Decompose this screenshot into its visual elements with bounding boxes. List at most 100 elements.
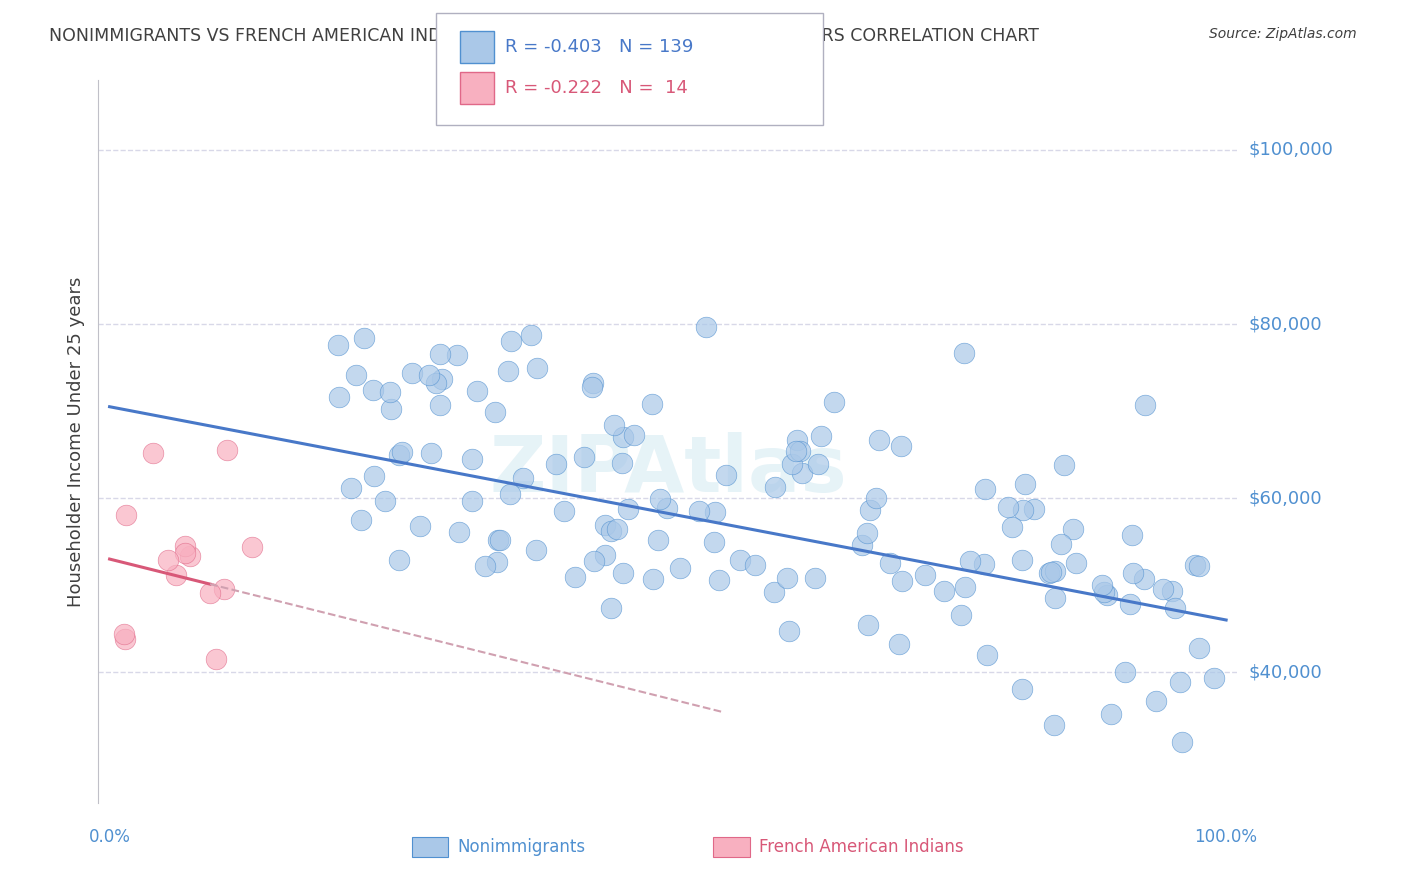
Point xyxy=(865,491,887,505)
Point xyxy=(1170,675,1192,690)
Point xyxy=(599,524,621,538)
Point xyxy=(581,380,603,394)
Point xyxy=(499,486,522,500)
Text: French American Indians: French American Indians xyxy=(759,838,963,855)
Point xyxy=(114,508,136,523)
Text: 100.0%: 100.0% xyxy=(1195,828,1257,846)
Point xyxy=(1132,573,1154,587)
Point xyxy=(388,448,411,462)
Point xyxy=(973,482,995,496)
Point xyxy=(612,430,634,444)
Point xyxy=(606,522,628,536)
Point xyxy=(851,539,873,553)
Text: ZIPAtlas: ZIPAtlas xyxy=(489,433,846,508)
Point xyxy=(1095,589,1118,603)
Point xyxy=(1161,584,1184,599)
Point xyxy=(512,471,534,485)
Point xyxy=(891,574,914,589)
Point xyxy=(353,331,375,345)
Point xyxy=(823,395,845,409)
Point xyxy=(350,513,373,527)
Point xyxy=(430,372,453,386)
Point xyxy=(1014,477,1036,491)
Point xyxy=(707,573,730,587)
Point xyxy=(1043,565,1066,579)
Point xyxy=(647,533,669,547)
Point xyxy=(890,439,912,453)
Point xyxy=(600,601,623,615)
Text: $60,000: $60,000 xyxy=(1249,489,1322,508)
Point xyxy=(1184,558,1206,573)
Point xyxy=(217,443,239,458)
Point xyxy=(380,401,402,416)
Point xyxy=(856,526,879,541)
Point xyxy=(887,637,910,651)
Point xyxy=(786,433,808,447)
Point xyxy=(340,481,363,495)
Point xyxy=(976,648,998,663)
Point xyxy=(1066,556,1088,570)
Point xyxy=(401,366,423,380)
Point xyxy=(1024,501,1046,516)
Text: $40,000: $40,000 xyxy=(1249,664,1322,681)
Point xyxy=(593,548,616,562)
Point xyxy=(602,417,624,432)
Point xyxy=(174,546,197,560)
Point xyxy=(789,443,811,458)
Point xyxy=(1091,577,1114,591)
Point xyxy=(501,334,523,349)
Point xyxy=(1204,671,1226,685)
Point xyxy=(142,446,165,460)
Point xyxy=(526,360,548,375)
Point xyxy=(1188,559,1211,574)
Point xyxy=(326,338,349,352)
Point xyxy=(496,363,519,377)
Point xyxy=(429,398,451,412)
Point xyxy=(932,583,955,598)
Point xyxy=(593,517,616,532)
Text: NONIMMIGRANTS VS FRENCH AMERICAN INDIAN HOUSEHOLDER INCOME UNDER 25 YEARS CORREL: NONIMMIGRANTS VS FRENCH AMERICAN INDIAN … xyxy=(49,27,1039,45)
Point xyxy=(780,457,803,471)
Text: 0.0%: 0.0% xyxy=(89,828,131,846)
Point xyxy=(1011,503,1033,517)
Text: $80,000: $80,000 xyxy=(1249,315,1322,333)
Point xyxy=(1121,527,1143,541)
Point xyxy=(762,584,785,599)
Point xyxy=(730,553,752,567)
Point xyxy=(582,554,605,568)
Point xyxy=(378,385,401,400)
Point xyxy=(1119,597,1142,611)
Point xyxy=(488,533,510,547)
Text: R = -0.403   N = 139: R = -0.403 N = 139 xyxy=(505,38,693,56)
Point xyxy=(1171,735,1194,749)
Point xyxy=(112,627,135,641)
Point xyxy=(714,468,737,483)
Point xyxy=(807,457,830,471)
Point xyxy=(572,450,595,464)
Point xyxy=(610,456,633,470)
Point xyxy=(617,501,640,516)
Point xyxy=(1050,537,1073,551)
Point xyxy=(114,632,136,646)
Text: R = -0.222   N =  14: R = -0.222 N = 14 xyxy=(505,79,688,97)
Point xyxy=(198,585,221,599)
Point xyxy=(1011,553,1033,567)
Point xyxy=(363,469,385,483)
Point xyxy=(388,553,411,567)
Point xyxy=(785,443,807,458)
Point xyxy=(361,383,384,397)
Point xyxy=(465,384,488,398)
Point xyxy=(1038,566,1060,580)
Text: Source: ZipAtlas.com: Source: ZipAtlas.com xyxy=(1209,27,1357,41)
Point xyxy=(641,572,664,586)
Point xyxy=(1144,694,1167,708)
Point xyxy=(1043,718,1066,732)
Point xyxy=(240,540,263,554)
Point xyxy=(526,543,548,558)
Point xyxy=(1133,398,1156,412)
Y-axis label: Householder Income Under 25 years: Householder Income Under 25 years xyxy=(66,277,84,607)
Point xyxy=(344,368,367,383)
Point xyxy=(859,503,882,517)
Point xyxy=(955,581,977,595)
Point xyxy=(174,539,197,553)
